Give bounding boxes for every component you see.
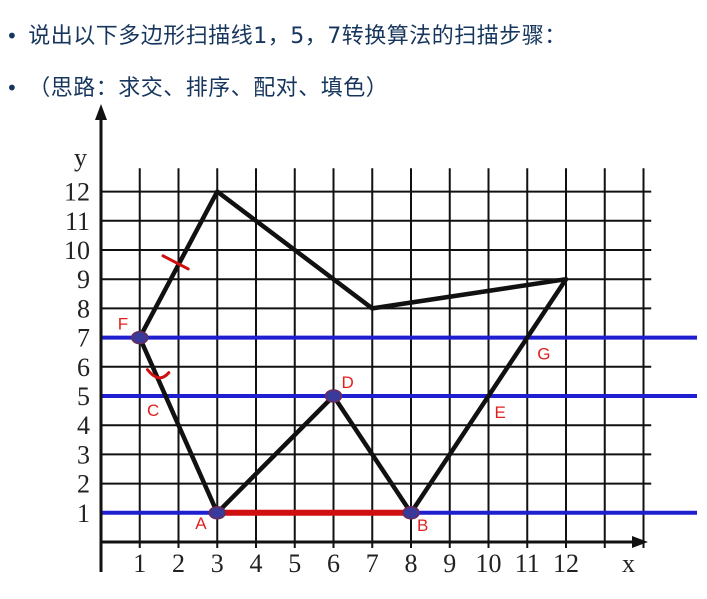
y-tick-label: 7	[77, 324, 90, 353]
x-tick-label: 2	[172, 549, 185, 578]
grid	[101, 168, 652, 548]
polygon-outline	[137, 189, 569, 516]
x-tick-label: 7	[366, 549, 379, 578]
y-axis-arrow	[95, 104, 107, 120]
y-tick-label: 5	[77, 382, 90, 411]
intersection-dot	[324, 389, 343, 403]
y-axis-label: y	[74, 143, 87, 172]
x-axis-label: x	[622, 549, 635, 578]
x-tick-label: 1	[133, 549, 146, 578]
x-tick-label: 4	[250, 549, 263, 578]
point-label: E	[495, 403, 506, 422]
header-line-2: • （思路：求交、排序、配对、填色）	[6, 70, 388, 102]
y-tick-label: 6	[77, 353, 90, 382]
x-tick-label: 8	[405, 549, 418, 578]
edge-mark	[161, 254, 190, 271]
intersection-dot	[208, 506, 226, 520]
header-line-1: • 说出以下多边形扫描线1，5，7转换算法的扫描步骤：	[6, 18, 567, 50]
y-tick-label: 11	[65, 207, 90, 236]
point-label: G	[537, 345, 550, 364]
intersection-dot	[131, 330, 149, 345]
y-tick-label: 4	[77, 411, 90, 440]
y-tick-label: 12	[64, 178, 90, 207]
y-tick-label: 10	[64, 236, 90, 265]
y-tick-label: 8	[77, 294, 90, 323]
x-tick-label: 3	[211, 549, 224, 578]
y-tick-label: 9	[77, 265, 90, 294]
x-tick-label: 6	[327, 549, 340, 578]
polygon-group	[137, 189, 569, 516]
marks	[146, 254, 190, 380]
axes	[95, 104, 648, 572]
x-tick-label: 5	[288, 549, 301, 578]
bullet-icon: •	[6, 24, 19, 48]
y-tick-label: 2	[77, 470, 90, 499]
x-tick-label: 11	[515, 549, 540, 578]
x-axis-arrow	[632, 536, 648, 548]
point-label: D	[342, 373, 354, 392]
intersection-dot	[402, 506, 420, 520]
bullet-icon: •	[6, 76, 19, 100]
point-label: B	[417, 516, 428, 535]
x-tick-label: 12	[553, 549, 579, 578]
x-tick-label: 9	[443, 549, 456, 578]
y-tick-label: 3	[77, 440, 90, 469]
header-text-1: 说出以下多边形扫描线1，5，7转换算法的扫描步骤：	[28, 24, 567, 49]
edge-mark	[146, 368, 171, 380]
point-label: F	[118, 315, 128, 334]
y-tick-label: 1	[77, 499, 90, 528]
header-text-2: （思路：求交、排序、配对、填色）	[28, 76, 389, 101]
point-label: A	[195, 514, 207, 533]
x-tick-label: 10	[476, 549, 502, 578]
points: A B C D E F G	[118, 315, 551, 535]
point-label: C	[147, 401, 159, 420]
